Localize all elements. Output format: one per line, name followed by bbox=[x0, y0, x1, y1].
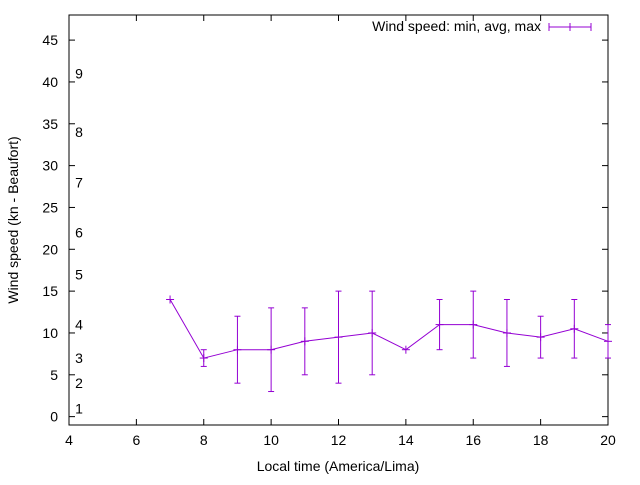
x-axis: 4 6 8 10 12 14 16 18 20 bbox=[65, 15, 616, 448]
data-point bbox=[435, 320, 444, 329]
x-tick-label: 6 bbox=[132, 432, 140, 448]
x-tick-label: 4 bbox=[65, 432, 73, 448]
data-point bbox=[267, 345, 276, 354]
y-tick-label: 10 bbox=[42, 325, 58, 341]
data-point bbox=[166, 295, 175, 304]
x-tick-label: 20 bbox=[600, 432, 616, 448]
legend-key bbox=[548, 23, 592, 31]
data-point bbox=[570, 324, 579, 333]
data-point bbox=[368, 328, 377, 337]
data-point bbox=[502, 328, 511, 337]
y-axis-title: Wind speed (kn - Beaufort) bbox=[5, 136, 21, 303]
data-point bbox=[604, 337, 612, 346]
x-tick-label: 16 bbox=[465, 432, 481, 448]
beaufort-label: 2 bbox=[75, 375, 83, 391]
legend-label: Wind speed: min, avg, max bbox=[372, 18, 541, 34]
y-tick-label: 35 bbox=[42, 116, 58, 132]
beaufort-label: 8 bbox=[75, 124, 83, 140]
y-tick-label: 40 bbox=[42, 74, 58, 90]
beaufort-label: 9 bbox=[75, 66, 83, 82]
data-point bbox=[199, 354, 208, 363]
beaufort-label: 4 bbox=[75, 317, 83, 333]
beaufort-label: 3 bbox=[75, 350, 83, 366]
y-tick-label: 20 bbox=[42, 241, 58, 257]
legend: Wind speed: min, avg, max bbox=[372, 18, 592, 34]
x-tick-label: 14 bbox=[398, 432, 414, 448]
series-line bbox=[169, 299, 609, 359]
x-tick-label: 12 bbox=[331, 432, 347, 448]
data-point bbox=[334, 333, 343, 342]
x-tick-label: 18 bbox=[533, 432, 549, 448]
y-tick-label: 5 bbox=[50, 367, 58, 383]
data-point bbox=[300, 337, 309, 346]
beaufort-scale: 1 2 3 4 5 6 7 8 9 bbox=[75, 66, 83, 417]
beaufort-label: 6 bbox=[75, 225, 83, 241]
data-point bbox=[401, 345, 410, 354]
y-tick-label: 30 bbox=[42, 158, 58, 174]
y-tick-label: 0 bbox=[50, 409, 58, 425]
data-point bbox=[233, 345, 242, 354]
y-tick-label: 15 bbox=[42, 283, 58, 299]
y-tick-label: 45 bbox=[42, 32, 58, 48]
data-point bbox=[536, 333, 545, 342]
y-tick-label: 25 bbox=[42, 199, 58, 215]
x-tick-label: 8 bbox=[200, 432, 208, 448]
beaufort-label: 1 bbox=[75, 400, 83, 416]
data-point bbox=[469, 320, 478, 329]
plot-area bbox=[166, 290, 612, 393]
x-axis-title: Local time (America/Lima) bbox=[257, 458, 420, 474]
beaufort-label: 5 bbox=[75, 266, 83, 282]
x-tick-label: 10 bbox=[263, 432, 279, 448]
beaufort-label: 7 bbox=[75, 174, 83, 190]
